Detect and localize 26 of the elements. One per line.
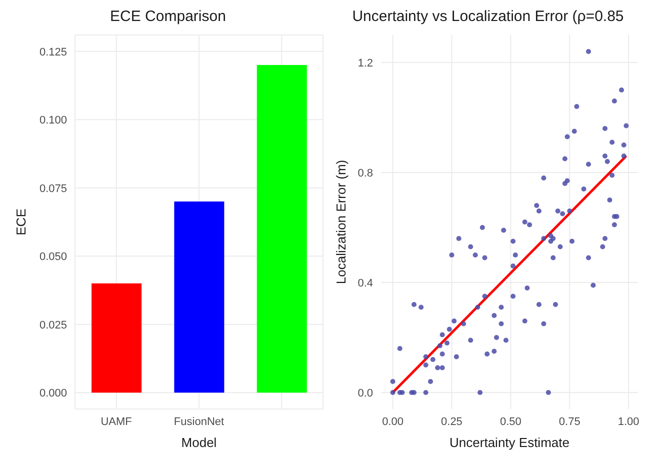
chart-title: Uncertainty vs Localization Error (ρ=0.85 xyxy=(351,8,625,27)
y-tick-label: 0.100 xyxy=(39,114,67,127)
y-tick-label: 0.050 xyxy=(39,251,67,264)
y-axis-title: Localization Error (m) xyxy=(334,160,349,284)
chart-title: ECE Comparison xyxy=(109,8,227,27)
x-tick-label: 0.25 xyxy=(441,416,462,428)
y-tick-label: 0.0 xyxy=(358,387,373,400)
y-tick-label: 1.2 xyxy=(358,57,373,70)
x-tick-label: 0.50 xyxy=(500,416,522,428)
y-tick-label: 0.000 xyxy=(39,388,67,400)
y-tick-label: 0.8 xyxy=(358,167,373,180)
bar xyxy=(92,283,142,393)
bar xyxy=(256,65,307,393)
bar xyxy=(174,202,224,393)
y-tick-label: 0.4 xyxy=(358,277,373,290)
x-tick-label: FusionNet xyxy=(174,416,224,428)
x-axis-title: Uncertainty Estimate xyxy=(450,435,570,450)
y-axis-title: ECE xyxy=(14,208,29,236)
x-tick-label: 1.00 xyxy=(618,416,640,428)
x-tick-label: 0.00 xyxy=(382,416,404,428)
y-tick-label: 0.075 xyxy=(39,182,67,195)
y-tick-label: 0.025 xyxy=(39,319,67,332)
x-tick-label: UAMF xyxy=(100,416,132,428)
x-tick-label: 0.75 xyxy=(558,416,580,428)
x-axis-title: Model xyxy=(181,435,217,450)
y-tick-label: 0.125 xyxy=(39,46,67,58)
